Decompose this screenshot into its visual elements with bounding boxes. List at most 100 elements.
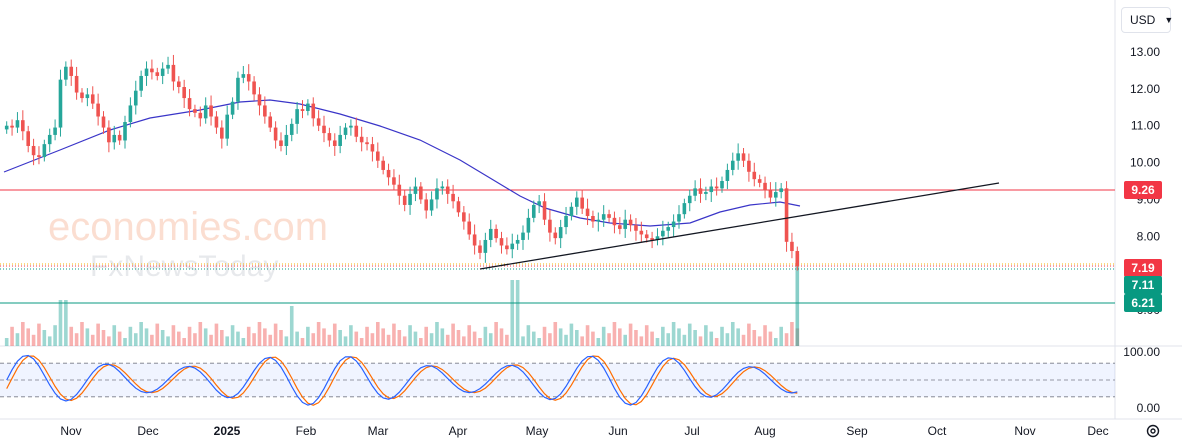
candle bbox=[381, 156, 385, 175]
candle bbox=[488, 219, 493, 248]
volume-bar bbox=[26, 328, 31, 346]
price-level-label: 7.19 bbox=[1131, 261, 1155, 275]
volume-bar bbox=[155, 323, 160, 346]
volume-bar bbox=[462, 336, 466, 346]
volume-bar bbox=[289, 306, 294, 346]
volume-bar bbox=[322, 328, 326, 346]
candle bbox=[316, 110, 321, 132]
volume-bar bbox=[596, 338, 601, 346]
volume-bar bbox=[96, 323, 100, 346]
candle bbox=[252, 76, 256, 101]
candle bbox=[661, 220, 665, 246]
candle bbox=[26, 125, 31, 153]
oscillator-k-line bbox=[6, 354, 798, 406]
oscillator-tick-label: 100.00 bbox=[1123, 345, 1160, 359]
oscillator-axis: 100.00 0.00 bbox=[1123, 345, 1160, 415]
time-tick-label: Apr bbox=[449, 424, 468, 438]
candle bbox=[499, 231, 504, 254]
volume-bar bbox=[569, 323, 574, 346]
candle bbox=[397, 174, 402, 205]
candle bbox=[451, 184, 455, 209]
volume-bar bbox=[666, 333, 671, 346]
candle bbox=[166, 56, 170, 74]
candle bbox=[101, 111, 106, 134]
volume-bars bbox=[4, 254, 800, 346]
support-trendline[interactable] bbox=[479, 182, 1000, 270]
candle bbox=[639, 221, 644, 242]
volume-bar bbox=[311, 333, 316, 346]
volume-bar bbox=[236, 331, 240, 346]
price-levels bbox=[0, 189, 1115, 304]
volume-bar bbox=[634, 330, 638, 346]
candle bbox=[714, 177, 719, 196]
volume-bar bbox=[456, 330, 461, 346]
volume-bar bbox=[779, 326, 783, 346]
candle bbox=[306, 99, 310, 116]
volume-bar bbox=[639, 336, 644, 346]
candle bbox=[273, 121, 278, 149]
candle bbox=[440, 181, 445, 195]
volume-bar bbox=[564, 334, 568, 346]
oscillator-tick-label: 0.00 bbox=[1137, 401, 1161, 415]
candle bbox=[42, 139, 47, 162]
volume-bar bbox=[316, 322, 321, 346]
price-level-label: 7.11 bbox=[1132, 278, 1155, 292]
candle bbox=[456, 196, 461, 217]
volume-bar bbox=[107, 336, 111, 346]
volume-bar bbox=[209, 334, 213, 346]
volume-bar bbox=[220, 330, 224, 346]
volume-bar bbox=[225, 336, 230, 346]
volume-bar bbox=[687, 323, 692, 346]
candle bbox=[542, 193, 547, 226]
volume-bar bbox=[553, 322, 558, 346]
candle bbox=[553, 227, 558, 245]
candle bbox=[408, 186, 412, 215]
volume-bar bbox=[467, 325, 472, 346]
volume-bar bbox=[375, 322, 380, 346]
price-tick-label: 13.00 bbox=[1130, 45, 1160, 59]
candle bbox=[90, 86, 95, 109]
candle bbox=[752, 162, 757, 187]
candle bbox=[671, 214, 676, 238]
volume-bar bbox=[150, 334, 154, 346]
candle bbox=[182, 79, 186, 109]
candles bbox=[4, 54, 800, 271]
volume-bar bbox=[386, 334, 391, 346]
volume-bar bbox=[182, 338, 186, 346]
candle bbox=[332, 133, 337, 156]
price-tick-label: 8.00 bbox=[1137, 229, 1161, 243]
time-tick-label: Jun bbox=[608, 424, 627, 438]
volume-bar bbox=[408, 325, 412, 346]
candle bbox=[300, 100, 305, 119]
volume-bar bbox=[537, 338, 541, 346]
candle bbox=[96, 93, 100, 126]
candle bbox=[112, 125, 117, 150]
volume-bar bbox=[354, 331, 359, 346]
candle bbox=[768, 182, 773, 203]
volume-bar bbox=[381, 328, 385, 346]
volume-bar bbox=[112, 325, 117, 346]
price-level-badge bbox=[1124, 276, 1162, 294]
currency-selector[interactable]: USD ▼ bbox=[1121, 7, 1174, 33]
gear-icon[interactable] bbox=[1145, 423, 1161, 439]
candle bbox=[591, 210, 595, 228]
volume-bar bbox=[392, 323, 396, 346]
price-level-badge bbox=[1124, 181, 1162, 199]
volume-bar bbox=[671, 322, 676, 346]
time-tick-label: Feb bbox=[296, 424, 317, 438]
time-tick-label: May bbox=[526, 424, 549, 438]
candle bbox=[548, 209, 552, 242]
candle bbox=[15, 112, 20, 133]
volume-bar bbox=[580, 336, 584, 346]
candle bbox=[585, 198, 590, 226]
volume-bar bbox=[483, 326, 488, 346]
chevron-down-icon: ▼ bbox=[1164, 15, 1174, 25]
volume-bar bbox=[306, 326, 310, 346]
volume-bar bbox=[58, 300, 63, 346]
candle bbox=[203, 97, 208, 124]
trendline[interactable] bbox=[479, 182, 1000, 270]
candle bbox=[677, 205, 681, 229]
volume-bar bbox=[601, 326, 606, 346]
candle bbox=[429, 191, 434, 216]
